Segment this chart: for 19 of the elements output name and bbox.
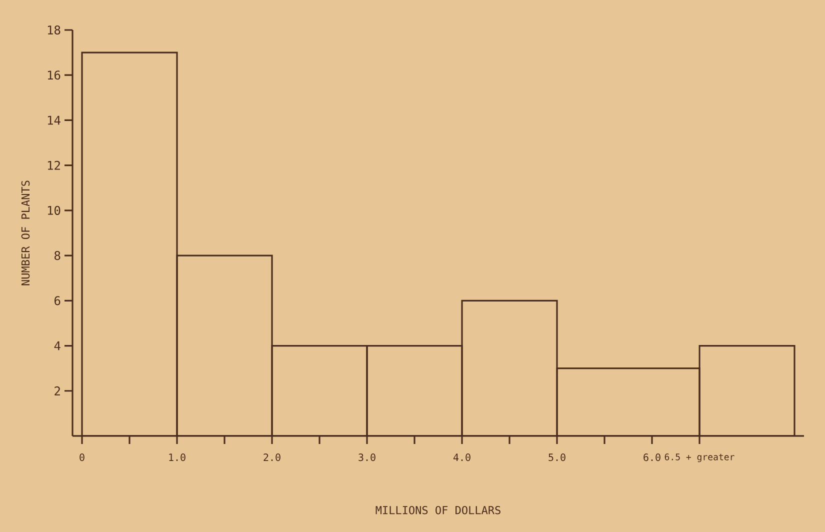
x-tick-label: 1.0 [169, 454, 186, 462]
x-tick-label: 6.5 + greater [664, 454, 734, 462]
y-tick-label: 2 [54, 386, 60, 396]
x-tick-label: 0 [80, 454, 84, 462]
y-tick-label: 12 [48, 160, 60, 170]
y-tick-label: 6 [54, 296, 60, 306]
x-axis-title: MILLIONS OF DOLLARS [376, 506, 500, 514]
x-tick-label: 5.0 [548, 454, 566, 462]
y-tick-label: 18 [48, 25, 60, 35]
y-tick-label: 14 [48, 116, 60, 125]
x-tick-label: 6.0 [644, 454, 660, 462]
y-tick-label: 10 [48, 206, 60, 215]
y-tick-label: 16 [48, 70, 60, 80]
x-tick-label: 3.0 [358, 454, 376, 462]
y-axis-title: NUMBER OF PLANTS [21, 180, 30, 286]
y-tick-label: 4 [54, 341, 60, 350]
x-tick-label: 2.0 [264, 454, 280, 462]
x-tick-label: 4.0 [453, 454, 470, 462]
y-tick-label: 8 [54, 251, 60, 260]
